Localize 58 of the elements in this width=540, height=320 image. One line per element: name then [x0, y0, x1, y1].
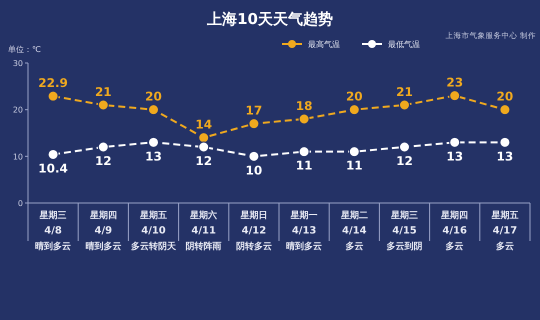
data-label: 12	[396, 154, 413, 168]
data-label: 20	[346, 90, 363, 104]
point	[98, 142, 109, 152]
y-tick-label: 10	[12, 152, 23, 162]
point	[98, 100, 109, 110]
data-label: 20	[496, 90, 514, 104]
x-tick-label: 星期三 4/15 多云到阴	[386, 210, 422, 252]
point	[399, 142, 410, 152]
data-label: 17	[246, 104, 262, 118]
point	[198, 142, 210, 152]
x-tick-label: 星期四 4/16 多云	[440, 210, 468, 252]
data-label: 12	[195, 154, 212, 168]
point	[348, 146, 360, 158]
x-tick-label: 星期二 4/14 多云	[340, 210, 368, 252]
x-tick-label: 星期四 4/9 晴到多云	[85, 210, 122, 252]
point	[248, 118, 260, 130]
data-label: 11	[346, 158, 363, 173]
x-tick-label: 星期三 4/8 晴到多云	[35, 210, 72, 252]
point	[499, 104, 510, 116]
x-tick-label: 星期六 4/11 阴转阵雨	[186, 210, 222, 252]
data-label: 21	[396, 85, 413, 99]
y-axis-title: 单位：℃	[8, 45, 41, 54]
point	[298, 114, 310, 124]
data-label: 18	[296, 99, 312, 113]
point	[248, 150, 260, 162]
point	[48, 148, 59, 160]
point	[399, 100, 410, 110]
data-label: 11	[296, 158, 312, 173]
x-tick-label: 星期五 4/17 多云	[490, 210, 518, 252]
data-label: 10.4	[38, 161, 68, 176]
data-label: 10	[246, 163, 262, 178]
point	[148, 136, 159, 148]
x-tick-label: 星期五 4/10 多云转阴天	[131, 210, 177, 252]
legend-label: 最高气温	[308, 40, 340, 49]
point	[148, 104, 159, 116]
point	[449, 90, 460, 102]
chart-title: 上海10天天气趋势	[206, 10, 333, 28]
data-label: 23	[446, 76, 464, 90]
y-tick-label: 30	[12, 59, 23, 68]
x-tick-label: 星期一 4/13 晴到多云	[286, 210, 322, 252]
point	[298, 146, 310, 158]
point	[198, 132, 210, 144]
data-label: 21	[94, 85, 112, 99]
point	[449, 136, 460, 148]
y-tick-label: 20	[12, 106, 23, 115]
data-label: 20	[145, 90, 162, 104]
x-tick-label: 星期日 4/12 阴转多云	[236, 210, 272, 252]
point	[48, 90, 59, 102]
point	[348, 104, 360, 116]
data-label: 13	[496, 149, 514, 164]
y-tick-label: 0	[18, 199, 23, 208]
data-label: 12	[94, 154, 112, 168]
data-label: 13	[446, 149, 464, 164]
point	[499, 136, 510, 148]
data-label: 14	[195, 118, 212, 132]
data-label: 22.9	[38, 76, 68, 90]
legend-label: 最低气温	[388, 40, 420, 49]
data-label: 13	[145, 149, 162, 164]
